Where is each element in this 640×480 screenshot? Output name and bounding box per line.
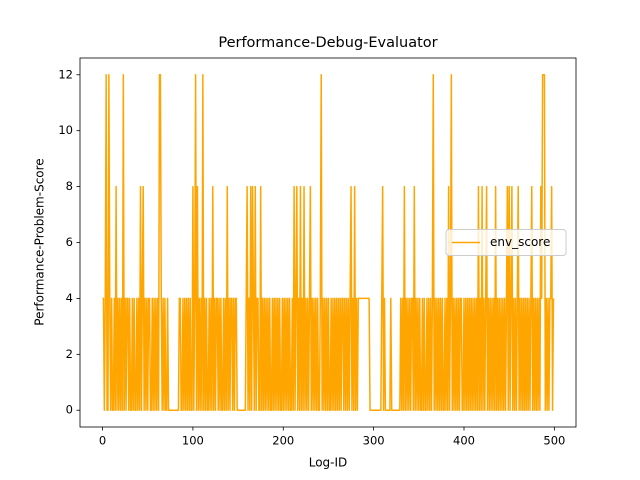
- x-axis-label: Log-ID: [309, 456, 348, 470]
- legend: env_score: [445, 229, 567, 256]
- x-tick-label: 100: [182, 434, 204, 448]
- x-tick-label: 500: [543, 434, 565, 448]
- chart-title: Performance-Debug-Evaluator: [218, 35, 437, 51]
- y-tick-label: 6: [66, 235, 73, 249]
- x-tick-label: 400: [453, 434, 475, 448]
- y-tick-label: 8: [66, 179, 73, 193]
- data-line: [102, 74, 555, 411]
- y-tick-label: 4: [66, 291, 73, 305]
- y-axis-label: Performance-Problem-Score: [33, 158, 47, 325]
- y-tick-label: 2: [66, 347, 73, 361]
- legend-box: [445, 229, 567, 256]
- legend-label: env_score: [490, 235, 550, 249]
- y-tick-label: 12: [58, 67, 73, 81]
- y-tick-label: 0: [66, 403, 73, 417]
- x-tick-label: 200: [272, 434, 294, 448]
- x-tick-label: 300: [363, 434, 385, 448]
- y-tick-label: 10: [58, 123, 73, 137]
- plot-area: 0 100 200 300 400 500 0 2 4 6 8 10 12 env_score: [58, 57, 577, 448]
- x-tick-label: 0: [99, 434, 106, 448]
